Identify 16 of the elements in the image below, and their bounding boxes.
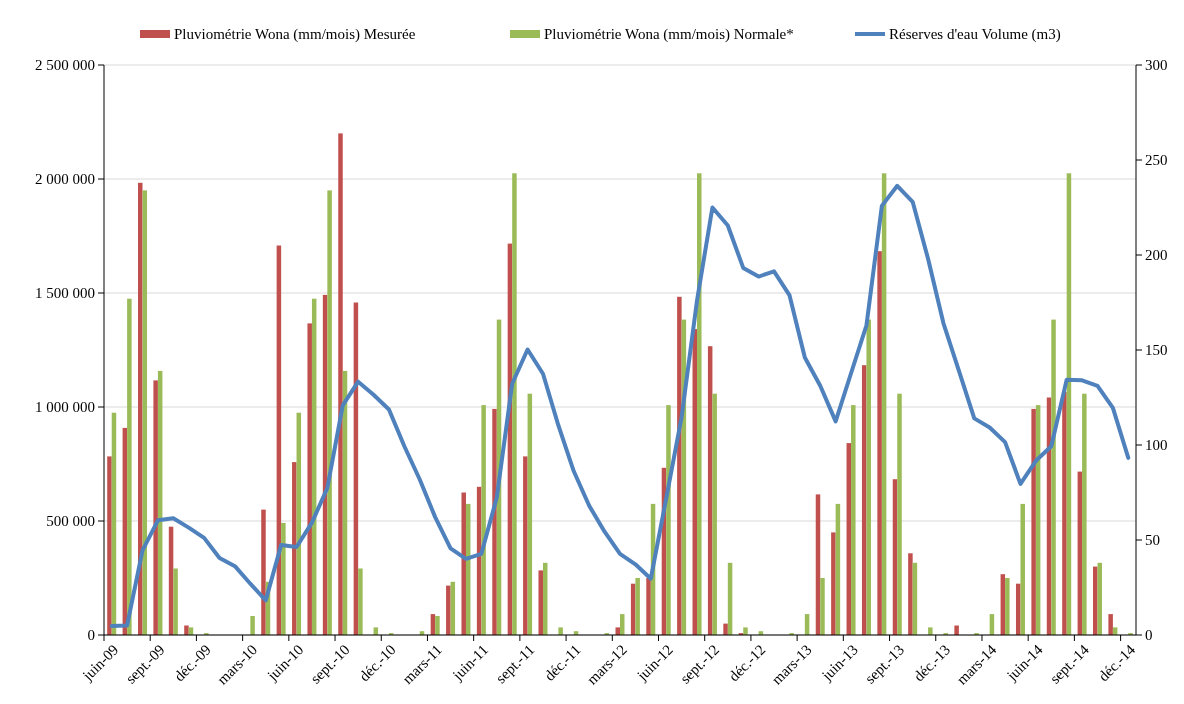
- legend-label: Réserves d'eau Volume (m3): [889, 26, 1061, 44]
- y2-tick-label: 200: [1145, 247, 1168, 264]
- y2-tick-label: 300: [1145, 57, 1168, 74]
- y2-tick-label: 100: [1145, 437, 1168, 454]
- y-tick-label: 2 500 000: [35, 57, 95, 74]
- legend-label: Pluviométrie Wona (mm/mois) Normale*: [544, 26, 794, 44]
- legend-label: Pluviométrie Wona (mm/mois) Mesurée: [174, 26, 416, 44]
- y-tick-label: 0: [87, 627, 95, 644]
- y2-tick-label: 0: [1145, 627, 1153, 644]
- y-tick-label: 2 000 000: [35, 171, 95, 188]
- y-tick-label: 500 000: [46, 513, 95, 530]
- y2-tick-label: 250: [1145, 152, 1168, 169]
- y-tick-label: 1 000 000: [35, 399, 95, 416]
- y2-tick-label: 50: [1145, 532, 1160, 549]
- y2-tick-label: 150: [1145, 342, 1168, 359]
- y-tick-label: 1 500 000: [35, 285, 95, 302]
